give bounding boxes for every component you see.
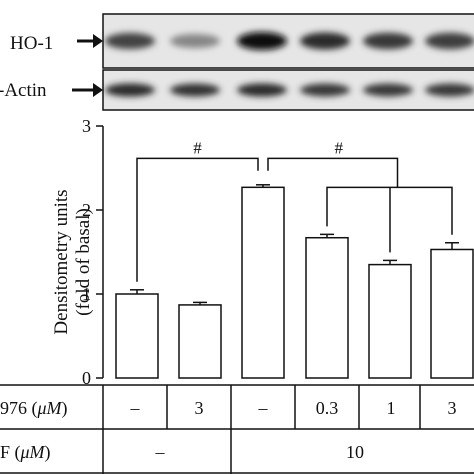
condition-row1-cell-4: 0.3	[315, 398, 339, 418]
blot-band-1-1	[105, 32, 155, 50]
significance-label-2: #	[335, 138, 344, 157]
condition-row1-unit: μM	[37, 398, 62, 418]
blot-band-2-5	[363, 83, 413, 97]
condition-row1-cell-6: 3	[447, 398, 457, 418]
condition-row2-group-2: 10	[346, 442, 364, 462]
blot-band-2-6	[425, 83, 474, 97]
blot-label-ho1: HO-1	[10, 33, 54, 54]
condition-label-row1: 976 (μM)	[0, 398, 68, 419]
significance-label-1: #	[193, 138, 202, 157]
condition-row1-cell-3: –	[258, 398, 268, 418]
bar-1	[115, 293, 159, 379]
condition-row2-group-1: –	[155, 442, 165, 462]
condition-row2-suffix: )	[44, 442, 51, 462]
blot-arrow-head-1	[93, 34, 103, 48]
condition-row1-cell-2: 3	[194, 398, 204, 418]
y-tick-label-2: 2	[82, 200, 91, 220]
bar-2	[178, 304, 222, 379]
significance-bracket-1	[136, 157, 259, 282]
bar-6	[430, 248, 474, 379]
condition-row1-prefix: 976 (	[0, 398, 38, 418]
y-axis-title-line2: (fold of basal)	[73, 208, 94, 316]
y-axis-title: Densitometry units (fold of basal)	[51, 177, 95, 347]
y-tick-label-0: 0	[82, 368, 91, 388]
blot-arrow-head-2	[93, 83, 103, 97]
western-blot-panel: HO-1 -Actin	[0, 0, 474, 118]
y-tick-label-3: 3	[82, 116, 91, 136]
y-axis-title-line1: Densitometry units	[51, 189, 72, 335]
blot-band-2-2	[170, 83, 220, 97]
western-blot-image	[72, 13, 474, 111]
significance-bracket-2	[267, 157, 399, 188]
blot-band-1-5	[363, 32, 413, 50]
condition-row1-cell-5: 1	[386, 398, 396, 418]
bar-5	[368, 263, 412, 379]
condition-row1-cell-1: –	[130, 398, 140, 418]
condition-row2-prefix: F (	[0, 442, 21, 462]
blot-band-2-4	[300, 83, 350, 97]
blot-band-2-3	[237, 83, 287, 97]
bar-4	[305, 236, 349, 379]
blot-band-2-1	[105, 83, 155, 97]
blot-band-1-6	[425, 32, 474, 50]
condition-row2-unit: μM	[20, 442, 45, 462]
y-tick-label-1: 1	[82, 284, 91, 304]
blot-band-1-2	[170, 33, 220, 49]
bar-3	[241, 186, 285, 379]
blot-band-1-3	[237, 32, 287, 50]
blot-label-actin: -Actin	[0, 80, 47, 101]
condition-row1-suffix: )	[61, 398, 68, 418]
blot-band-1-4	[300, 32, 350, 50]
condition-label-row2: F (μM)	[0, 442, 51, 463]
